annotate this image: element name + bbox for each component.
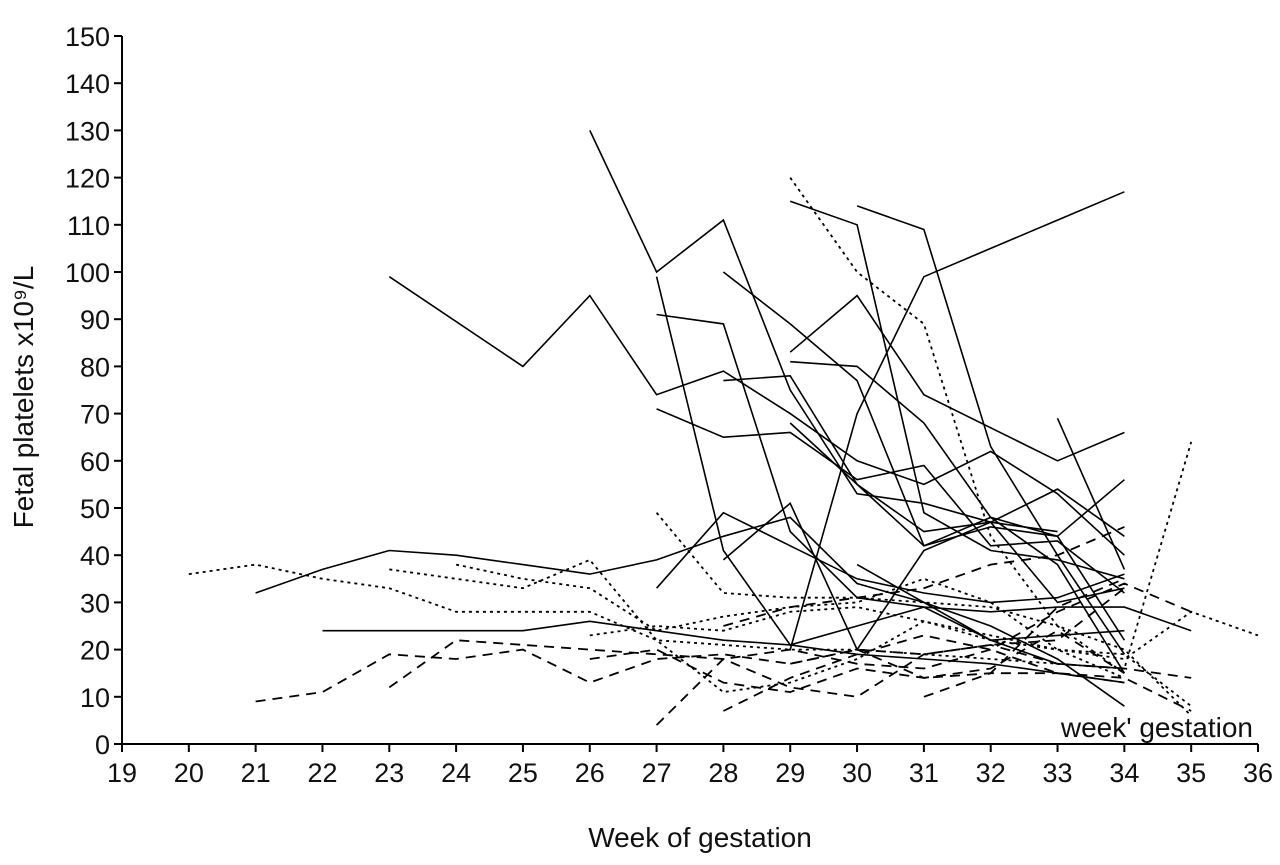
series-line [723, 374, 1125, 537]
series-15 [722, 502, 1125, 652]
series-12 [723, 374, 1125, 537]
y-axis-title: Fetal platelets x10⁹/L [8, 266, 39, 529]
x-tick-label: 32 [976, 758, 1006, 788]
x-tick-label: 26 [575, 758, 605, 788]
series-10 [656, 408, 1125, 594]
x-tick-label: 23 [374, 758, 404, 788]
series-line [255, 516, 1125, 707]
series-17 [1056, 417, 1126, 570]
y-tick-label: 140 [65, 69, 110, 99]
series-line [589, 648, 1125, 694]
series-30 [589, 648, 1125, 694]
series-line [723, 634, 1192, 712]
x-tick-label: 25 [508, 758, 538, 788]
chart-annotation: week' gestation [1060, 712, 1253, 743]
series-line [388, 276, 1125, 556]
series-line [655, 643, 1192, 726]
series-line [388, 582, 1192, 689]
series-31 [923, 577, 1125, 698]
y-tick-label: 90 [80, 305, 110, 335]
x-tick-label: 31 [909, 758, 939, 788]
series-line [856, 205, 1126, 655]
x-tick-label: 35 [1176, 758, 1206, 788]
series-line [188, 441, 1193, 670]
series-line [790, 629, 1125, 679]
series-line [656, 408, 1125, 594]
y-tick-label: 70 [80, 400, 110, 430]
series-26 [255, 587, 1125, 703]
x-tick-label: 30 [842, 758, 872, 788]
series-21 [389, 558, 1259, 694]
series-25 [589, 606, 1192, 707]
series-line [656, 313, 1192, 632]
y-tick-label: 50 [80, 494, 110, 524]
series-line [789, 422, 1125, 547]
x-tick-label: 24 [441, 758, 471, 788]
y-tick-label: 0 [95, 730, 110, 760]
series-line [255, 587, 1125, 703]
series-16 [255, 516, 1125, 707]
x-tick-label: 36 [1243, 758, 1273, 788]
series-line [722, 271, 1126, 641]
series-2 [589, 130, 1058, 533]
x-tick-label: 33 [1043, 758, 1073, 788]
y-tick-label: 20 [80, 636, 110, 666]
x-ticks: 19 20 21 22 23 24 25 26 27 28 29 30 31 32 33 34 35 36 [107, 744, 1273, 788]
x-tick-label: 29 [775, 758, 805, 788]
series-line [789, 294, 1125, 462]
x-tick-label: 19 [107, 758, 137, 788]
y-tick-label: 10 [80, 683, 110, 713]
y-tick-label: 110 [67, 211, 110, 241]
x-tick-label: 20 [174, 758, 204, 788]
y-tick-label: 130 [65, 116, 110, 146]
series-line [322, 620, 1125, 684]
series-line [789, 191, 1125, 650]
x-tick-label: 22 [307, 758, 337, 788]
series-20 [188, 441, 1193, 670]
series-9 [789, 191, 1125, 650]
series-29 [723, 634, 1192, 712]
y-tick-label: 60 [80, 447, 110, 477]
x-axis-title: Week of gestation [588, 822, 812, 853]
y-tick-label: 40 [80, 541, 110, 571]
series-22 [789, 177, 1192, 717]
series-line [790, 360, 1126, 674]
series-11 [790, 360, 1126, 674]
series-line [589, 130, 1058, 533]
series-line [722, 502, 1125, 652]
series-line [589, 606, 1192, 707]
series-8 [789, 294, 1125, 462]
series-13 [789, 422, 1125, 547]
y-tick-label: 150 [65, 22, 110, 52]
x-tick-label: 27 [642, 758, 672, 788]
series-28 [655, 643, 1192, 726]
series-5 [722, 271, 1126, 641]
series-33 [790, 629, 1125, 679]
series-line [656, 511, 1125, 604]
series-1 [388, 276, 1125, 556]
x-tick-label: 21 [241, 758, 271, 788]
series-14 [656, 511, 1125, 604]
series-27 [388, 582, 1192, 689]
series-18 [322, 620, 1125, 684]
y-ticks: 0 10 20 30 40 50 60 70 80 90 100 110 120 130 140 150 [65, 22, 122, 760]
series-4 [656, 313, 1192, 632]
x-tick-label: 34 [1109, 758, 1139, 788]
x-tick-label: 28 [708, 758, 738, 788]
series-layer [188, 130, 1259, 726]
series-32 [723, 526, 1125, 627]
axes: 0 10 20 30 40 50 60 70 80 90 100 110 120 130 140 150 19… [65, 22, 1273, 788]
y-tick-label: 30 [80, 588, 110, 618]
series-line [1056, 417, 1126, 570]
y-tick-label: 80 [80, 352, 110, 382]
series-7 [856, 205, 1126, 655]
series-line [789, 177, 1192, 717]
y-tick-label: 100 [65, 258, 110, 288]
series-line [723, 526, 1125, 627]
series-line [389, 558, 1259, 694]
series-line [923, 577, 1125, 698]
y-tick-label: 120 [65, 164, 110, 194]
